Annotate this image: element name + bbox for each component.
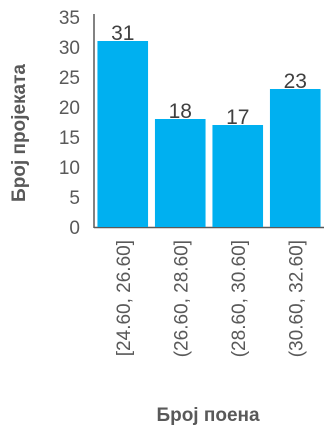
bar	[269, 89, 321, 227]
y-tick-label: 30	[59, 38, 80, 59]
bar-data-label: 18	[169, 100, 192, 123]
bars	[97, 41, 321, 227]
y-tick-label: 25	[59, 68, 80, 89]
y-tick-label: 5	[69, 188, 80, 209]
y-tick-label: 15	[59, 128, 80, 149]
x-tick-label: (30.60, 32.60]	[286, 240, 307, 357]
data-labels: 31 18 17 23	[111, 22, 307, 129]
y-tick-label: 10	[59, 158, 80, 179]
bar	[154, 119, 206, 227]
bar	[212, 125, 264, 227]
x-tick-label: (26.60, 28.60]	[171, 240, 192, 357]
bar-data-label: 17	[226, 106, 249, 129]
bar-data-label: 31	[111, 22, 134, 45]
bar	[97, 41, 149, 227]
x-axis-ticks: [24.60, 26.60] (26.60, 28.60] (28.60, 30.6…	[114, 240, 308, 357]
x-axis-title: Број поена	[156, 405, 260, 426]
y-axis-title: Број пројеката	[9, 64, 30, 202]
y-axis-ticks: 0 5 10 15 20 25 30 35	[59, 8, 80, 239]
x-tick-label: (28.60, 30.60]	[229, 240, 250, 357]
y-tick-label: 35	[59, 8, 80, 29]
y-tick-label: 20	[59, 98, 80, 119]
y-tick-label: 0	[69, 218, 80, 239]
x-tick-label: [24.60, 26.60]	[114, 240, 135, 356]
bar-data-label: 23	[284, 70, 307, 93]
